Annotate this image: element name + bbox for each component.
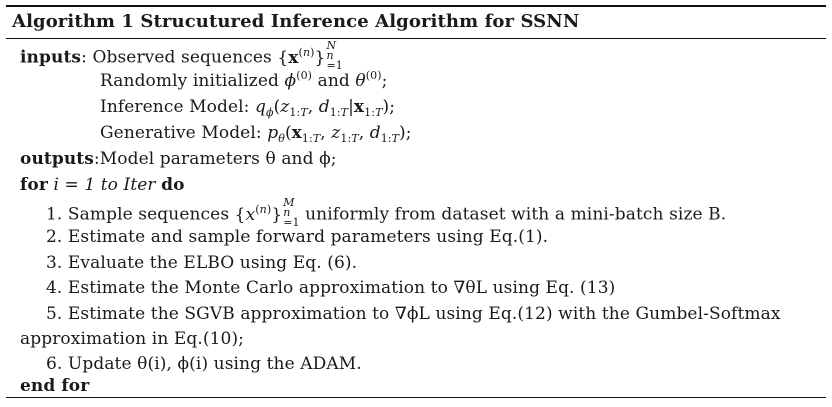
bottom-rule xyxy=(6,397,826,398)
algorithm-box: Algorithm 1 Strucutured Inference Algori… xyxy=(6,5,826,401)
step-3: 3. Evaluate the ELBO using Eq. (6). xyxy=(46,253,358,273)
inputs-generative-formula: pθ(x1:T, z1:T, d1:T); xyxy=(267,123,412,145)
inputs-observed-label: Observed sequences xyxy=(92,47,272,68)
inputs-generative-label: Generative Model: xyxy=(100,123,262,143)
inputs-line-2: Randomly initialized ϕ(0) and θ(0); xyxy=(100,70,387,92)
step-5: 5. Estimate the SGVB approximation to ∇ϕ… xyxy=(46,304,781,324)
outputs-line: outputs:Model parameters θ and ϕ; xyxy=(20,149,337,169)
top-rule xyxy=(6,5,826,7)
outputs-keyword: outputs xyxy=(20,149,94,169)
inputs-inference-label: Inference Model: xyxy=(100,97,250,117)
for-line: for i = 1 to Iter do xyxy=(20,174,185,196)
end-for-keyword: end for xyxy=(20,376,90,396)
loop-condition: i = 1 to Iter xyxy=(53,175,156,195)
do-keyword: do xyxy=(161,175,185,195)
inputs-inference-formula: qϕ(z1:T, d1:T|x1:T); xyxy=(255,97,396,119)
step-6: 6. Update θ(i), ϕ(i) using the ADAM. xyxy=(46,354,362,374)
inputs-keyword: inputs xyxy=(20,47,82,68)
inputs-line-3: Inference Model: qϕ(z1:T, d1:T|x1:T); xyxy=(100,96,395,118)
title-rule xyxy=(6,38,826,39)
inputs-line-4: Generative Model: pθ(x1:T, z1:T, d1:T); xyxy=(100,122,412,144)
step-5-continuation: approximation in Eq.(10); xyxy=(20,329,245,349)
inputs-init-formula: ϕ(0) and θ(0); xyxy=(284,69,388,91)
inputs-init-label: Randomly initialized xyxy=(100,71,279,91)
algorithm-title: Algorithm 1 Strucutured Inference Algori… xyxy=(12,11,580,32)
step-2: 2. Estimate and sample forward parameter… xyxy=(46,227,549,247)
outputs-text: Model parameters θ and ϕ; xyxy=(99,149,337,169)
step-4: 4. Estimate the Monte Carlo approximatio… xyxy=(46,278,616,298)
for-keyword: for xyxy=(20,175,48,195)
step-1-label: 1. Sample sequences xyxy=(46,204,230,225)
step-1-rest: uniformly from dataset with a mini-batch… xyxy=(305,204,727,225)
